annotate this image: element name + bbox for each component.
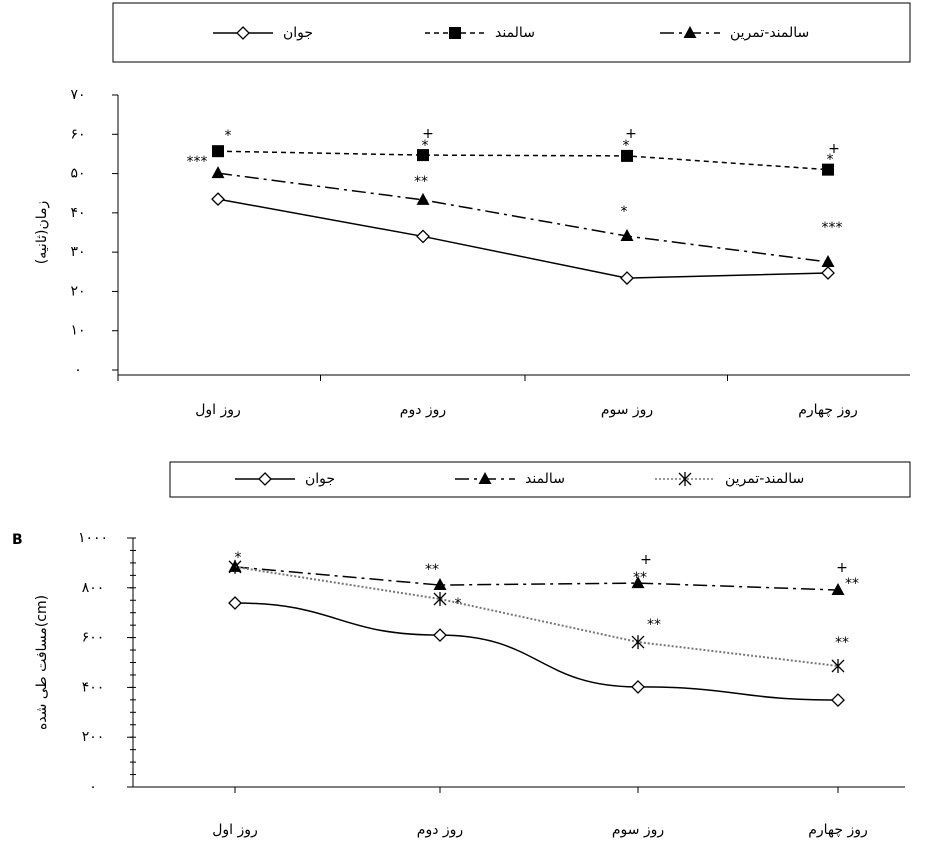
marker: [416, 192, 430, 205]
panel-label: B: [12, 532, 23, 548]
y-tick-label: ۸۰۰: [82, 580, 105, 596]
annotation: **: [414, 174, 428, 190]
annotation: *: [455, 596, 462, 612]
marker: [211, 192, 225, 207]
x-tick-label: روز سوم: [612, 822, 664, 838]
annotation: +: [422, 126, 434, 142]
marker: [433, 628, 447, 643]
marker: [831, 658, 845, 673]
annotation: +: [640, 552, 652, 568]
annotation: +: [828, 141, 840, 157]
y-tick-label: ۱۰: [70, 323, 85, 339]
x-tick-label: روز چهارم: [798, 402, 858, 418]
marker: [416, 229, 430, 244]
annotation: *: [623, 138, 630, 154]
chart: جوان سالمند سالمند-تمرین B ۰ ۲۰۰ ۴۰۰ ۶۰۰ ۸۰۰ ۱۰۰۰…: [12, 461, 911, 838]
annotation: ***: [822, 220, 843, 236]
marker: [631, 635, 645, 650]
marker: [821, 254, 835, 267]
x-tick-label: روز دوم: [400, 402, 446, 418]
annotation: **: [425, 562, 439, 578]
legend-label: جوان: [283, 25, 313, 41]
marker: [433, 578, 447, 591]
legend-marker: [683, 26, 697, 38]
legend-marker: [258, 472, 272, 486]
marker: [822, 163, 834, 176]
marker: [211, 166, 225, 179]
legend-marker: [678, 472, 692, 486]
marker: [631, 576, 645, 589]
series-line: [217, 172, 829, 263]
annotation: +: [625, 126, 637, 142]
series-line: [234, 602, 839, 701]
annotation: **: [835, 635, 849, 651]
annotation: **: [845, 576, 859, 592]
legend-label: جوان: [305, 471, 335, 487]
legend-marker: [236, 26, 250, 40]
legend-label: سالمند: [525, 471, 565, 487]
annotation: *: [235, 550, 242, 566]
annotation: +: [836, 560, 848, 576]
y-axis-label: زمان(ثانیه): [34, 201, 50, 265]
y-axis-label: مسافت طی شده(cm): [34, 595, 50, 730]
series-line: [217, 198, 829, 279]
x-tick-label: روز اول: [212, 822, 258, 838]
y-tick-label: ۲۰: [70, 283, 85, 299]
legend-label: سالمند-تمرین: [730, 25, 809, 41]
annotation: **: [633, 570, 647, 586]
annotation: *: [827, 152, 834, 168]
marker: [831, 693, 845, 708]
legend-label: سالمند: [495, 25, 535, 41]
annotation: **: [647, 617, 661, 633]
chart: جوان سالمند سالمند-تمرین ۰ ۱۰ ۲۰ ۳۰ ۴۰ ۵۰ ۶۰ ۷۰ زما…: [34, 2, 911, 418]
x-tick-label: روز دوم: [417, 822, 463, 838]
x-tick-label: روز سوم: [601, 402, 653, 418]
y-tick-label: ۴۰۰: [82, 679, 105, 695]
y-tick-label: ۴۰: [70, 205, 85, 221]
annotation: *: [225, 128, 232, 144]
series-line: [234, 565, 839, 667]
marker: [631, 679, 645, 694]
legend-label: سالمند-تمرین: [725, 471, 804, 487]
annotation: *: [422, 138, 429, 154]
x-tick-label: روز چهارم: [808, 822, 868, 838]
y-tick-label: ۵۰: [70, 166, 85, 182]
marker: [228, 559, 242, 574]
legend-marker: [449, 27, 461, 39]
legend-marker: [478, 472, 492, 484]
x-tick-label: روز اول: [195, 402, 241, 418]
y-tick-label: ۰: [89, 779, 97, 795]
y-tick-label: ۰: [74, 362, 82, 378]
y-tick-label: ۳۰: [70, 244, 85, 260]
marker: [831, 583, 845, 596]
marker: [212, 145, 224, 158]
marker: [821, 266, 835, 280]
marker: [620, 229, 634, 242]
annotation: ***: [187, 154, 208, 170]
y-tick-label: ۲۰۰: [82, 729, 105, 745]
marker: [228, 596, 242, 610]
series-line: [217, 150, 829, 171]
y-tick-label: ۶۰: [70, 126, 85, 142]
y-tick-label: ۱۰۰۰: [78, 530, 108, 546]
marker: [417, 149, 429, 162]
y-tick-label: ۷۰: [70, 87, 85, 103]
marker: [433, 592, 447, 607]
y-tick-label: ۶۰۰: [82, 630, 105, 646]
marker: [620, 271, 634, 285]
marker: [621, 149, 633, 162]
series-line: [234, 566, 839, 591]
annotation: *: [621, 204, 628, 220]
